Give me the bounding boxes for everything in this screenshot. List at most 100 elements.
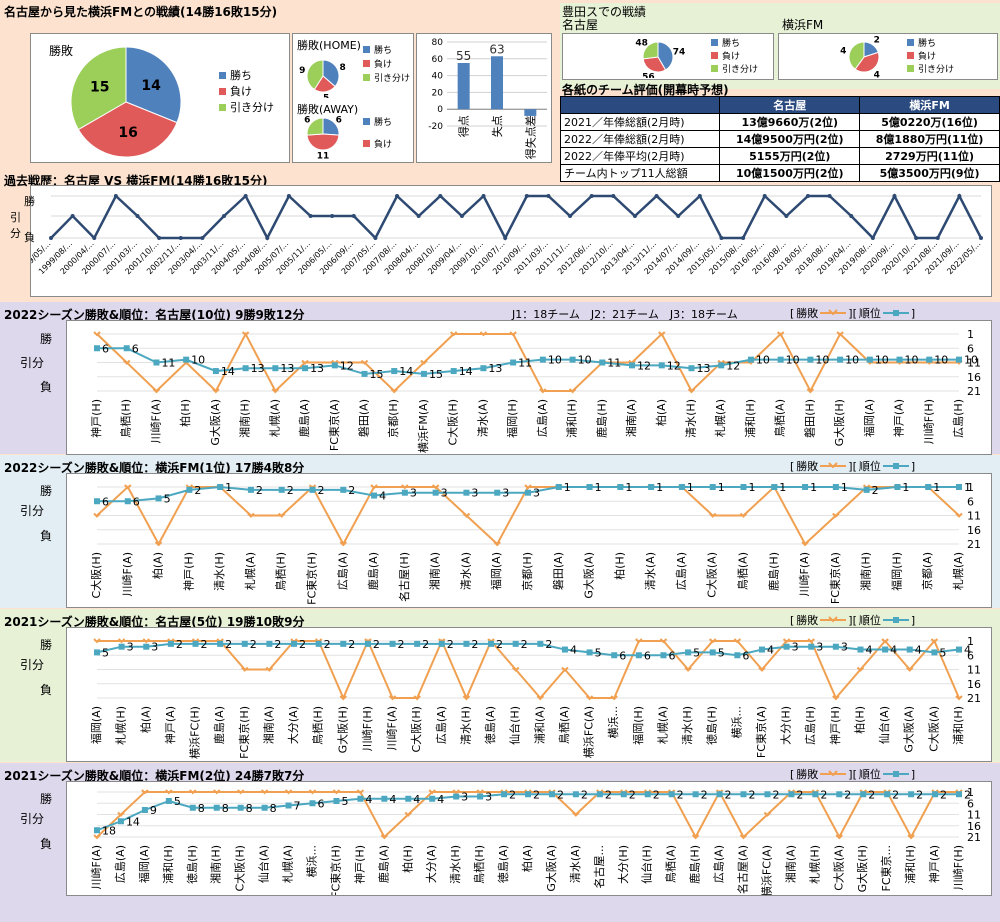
rank-point — [866, 356, 873, 363]
rank-point — [212, 368, 219, 375]
rank-point — [432, 489, 439, 496]
season-x-label: 神戸(A) — [892, 399, 906, 437]
bar — [491, 56, 503, 110]
history-panel: 1999/05/... 1999/08/... 2000/04/... 2000/07… — [30, 185, 992, 297]
rank-value-label: 2 — [749, 788, 756, 801]
season-x-label: 浦和(A) — [533, 706, 546, 744]
season-x-label: 徳島(A) — [496, 845, 510, 883]
tn-legend-win: 勝ち — [722, 39, 741, 49]
rank-value-label: 8 — [270, 802, 277, 815]
season-x-label: 名古屋(A) — [736, 845, 750, 894]
home-pie-label: 勝敗(HOME) — [297, 39, 361, 52]
rank-point — [812, 791, 819, 798]
legend-result-label: 勝敗 — [796, 768, 819, 781]
result-point — [339, 695, 347, 701]
legend-bracket: ] — [910, 459, 916, 473]
rank-point — [94, 649, 100, 656]
rank-point — [241, 640, 248, 647]
result-point — [390, 388, 398, 394]
season-x-label: 鳥栖(H) — [274, 552, 288, 591]
rank-point — [644, 791, 651, 798]
rank-value-label: 1 — [718, 481, 725, 494]
result-point — [568, 388, 577, 394]
result-point — [452, 789, 460, 795]
rank-value-label: 18 — [102, 824, 116, 837]
history-point — [286, 194, 291, 198]
rank-point — [510, 359, 517, 366]
season-x-label: C大阪(H) — [89, 552, 103, 599]
rank-point — [783, 643, 790, 650]
history-point — [395, 194, 400, 198]
season-x-label: 浦和(H) — [162, 845, 175, 884]
season-x-label: 清水(H) — [459, 706, 472, 745]
season-x-label: 磐田(A) — [551, 552, 565, 590]
result-point — [142, 638, 150, 644]
rank-value-label: 2 — [318, 484, 325, 497]
result-point — [635, 638, 643, 644]
rank-value-label: 13 — [251, 362, 265, 375]
result-point — [687, 388, 696, 394]
season-x-label: 柏(H) — [852, 706, 866, 734]
season-legend: [勝敗][順位] — [790, 458, 915, 474]
season-x-label: 湘南(A) — [428, 552, 442, 590]
pie-slice — [125, 46, 182, 124]
result-point — [141, 789, 149, 795]
rank-point — [450, 368, 457, 375]
result-point — [733, 638, 742, 644]
rank-point — [381, 795, 388, 802]
rank-line — [97, 347, 959, 375]
rank-value-label: 5 — [341, 795, 348, 808]
history-ylabel-draw: 引分 — [10, 211, 21, 240]
season-x-label: C大阪(H) — [233, 845, 247, 892]
rank-value-label: 2 — [287, 484, 294, 497]
season-x-label: G大阪(A) — [208, 399, 222, 446]
rank-value-label: 10 — [548, 354, 562, 367]
legend-bracket: ] — [910, 767, 916, 781]
result-point — [832, 695, 840, 701]
result-point — [117, 638, 126, 644]
eval-row-label: チーム内トップ11人総額 — [559, 164, 721, 182]
bar-category-label: 得点 — [458, 115, 471, 137]
season-x-label: 横浜FC(A) — [582, 706, 596, 758]
ty-legend-draw: 引き分け — [918, 65, 955, 75]
rank-point — [217, 640, 224, 647]
legend-rank-label: 順位 — [858, 614, 881, 627]
pie-value-label: 6 — [336, 115, 342, 125]
rank-point — [453, 793, 460, 800]
rank-value-label: 4 — [890, 644, 897, 657]
result-point — [308, 789, 317, 795]
season-x-label: 大分(H) — [779, 706, 793, 745]
rank-value-label: 11 — [518, 357, 532, 370]
rank-value-label: 2 — [274, 638, 281, 651]
rank-point — [837, 356, 844, 363]
history-point — [827, 194, 832, 198]
rank-point — [309, 486, 316, 493]
rank-point — [401, 489, 408, 496]
rank-value-label: 2 — [844, 788, 851, 801]
result-point — [572, 811, 580, 817]
season-x-label: 大分(A) — [424, 845, 438, 883]
rank-value-label: 2 — [772, 788, 779, 801]
legend-bracket: [ — [790, 613, 795, 627]
pie-value-label: 56 — [642, 72, 655, 78]
pie-slice — [306, 117, 324, 136]
history-point — [373, 236, 378, 240]
legend-result-swatch — [820, 462, 847, 469]
season-x-label: C大阪(H) — [446, 399, 460, 446]
season-ylabel: 勝 — [40, 792, 53, 806]
result-point — [782, 638, 791, 644]
result-point — [509, 331, 517, 337]
season-title: 2021シーズン勝敗&順位：名古屋(5位) 19勝10敗9分 — [4, 615, 305, 629]
rank-point — [620, 791, 627, 798]
rank-value-label: 10 — [845, 354, 859, 367]
season-x-label: 川崎F(H) — [951, 845, 965, 890]
season-x-label: 京都(H) — [520, 552, 534, 591]
season-x-label: 札幌(H) — [807, 845, 821, 884]
eval-col-yokohama: 横浜FM — [859, 96, 1000, 114]
history-point — [546, 194, 551, 198]
season-x-label: C大阪(A) — [926, 706, 940, 752]
pie-slice — [70, 46, 127, 131]
home-away-panel: 勝敗(HOME) 8 5 9 勝ち 負け 引き分け 勝敗(AWAY) 6 11 6 勝ち… — [292, 33, 414, 163]
eval-cell: 10億1500万円(2位) — [719, 164, 861, 182]
